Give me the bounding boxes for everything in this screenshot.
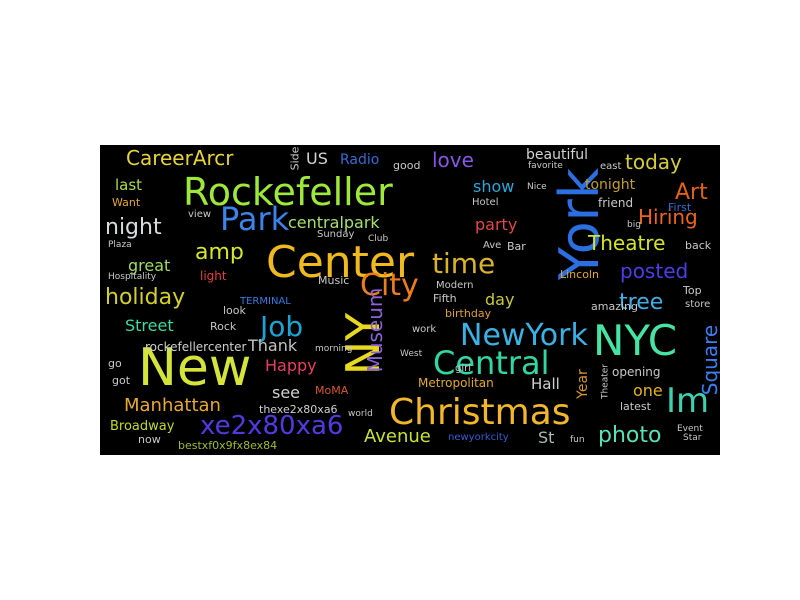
- word-amp: amp: [195, 240, 244, 265]
- word-opening: opening: [612, 365, 661, 379]
- word-birthday: birthday: [445, 307, 492, 320]
- word-event: Event: [677, 424, 703, 434]
- word-club: Club: [368, 234, 389, 244]
- word-rockefellercenter: rockefellercenter: [145, 340, 247, 354]
- word-bar: Bar: [507, 240, 526, 253]
- word-rockefeller: Rockefeller: [183, 170, 393, 214]
- word-thank: Thank: [248, 336, 298, 355]
- word-big: big: [627, 220, 641, 230]
- word-amazing: amazing: [591, 300, 638, 313]
- word-time: time: [432, 247, 496, 280]
- word-thexe2: thexe2x80xa6: [259, 403, 338, 416]
- word-music: Music: [318, 274, 350, 287]
- word-ave: Ave: [483, 240, 502, 251]
- word-hospitality: Hospitality: [108, 272, 157, 282]
- word-good: good: [393, 159, 421, 172]
- word-love: love: [432, 148, 474, 172]
- word-fun: fun: [570, 435, 585, 445]
- word-morning: morning: [315, 344, 353, 354]
- word-tree: tree: [619, 290, 664, 315]
- word-work: work: [412, 324, 437, 335]
- word-manhattan: Manhattan: [124, 395, 221, 416]
- word-one: one: [633, 381, 663, 400]
- word-christmas: Christmas: [389, 392, 571, 433]
- word-plaza: Plaza: [108, 240, 132, 250]
- word-west: West: [400, 349, 423, 359]
- word-posted: posted: [620, 259, 689, 283]
- word-city: City: [360, 268, 419, 303]
- word-star: Star: [683, 433, 702, 443]
- word-art: Art: [675, 180, 708, 205]
- word-got: got: [112, 374, 131, 387]
- word-centralpark: centralpark: [288, 213, 380, 232]
- word-newyorkcity: newyorkcity: [448, 432, 509, 443]
- word-terminal: TERMINAL: [240, 296, 291, 307]
- word-bestxf0: bestxf0x9fx8ex84: [178, 439, 278, 452]
- word-new: New: [138, 338, 252, 398]
- word-metropolitan: Metropolitan: [418, 376, 494, 390]
- word-show: show: [473, 177, 515, 196]
- word-look: look: [223, 304, 246, 317]
- word-want: Want: [112, 196, 141, 209]
- word-nyc: NYC: [593, 316, 678, 365]
- word-fifth: Fifth: [433, 292, 457, 305]
- word-lincoln: Lincoln: [560, 268, 599, 281]
- word-broadway: Broadway: [110, 419, 175, 434]
- word-museum: Museum: [363, 287, 387, 373]
- word-year: Year: [575, 369, 591, 399]
- word-street: Street: [125, 316, 174, 335]
- word-square: Square: [698, 324, 720, 396]
- word-friend: friend: [598, 196, 634, 210]
- word-radio: Radio: [340, 152, 380, 168]
- word-beautiful: beautiful: [526, 147, 589, 163]
- word-night: night: [105, 215, 162, 240]
- word-hotel: Hotel: [472, 197, 499, 208]
- word-avenue: Avenue: [364, 426, 431, 447]
- word-st: St: [538, 428, 555, 447]
- word-nice: Nice: [527, 182, 547, 192]
- word-holiday: holiday: [105, 285, 186, 310]
- word-world: world: [348, 409, 373, 419]
- word-tonight: tonight: [585, 177, 636, 193]
- word-now: now: [138, 433, 161, 446]
- word-first: First: [668, 201, 692, 214]
- word-modern: Modern: [436, 280, 474, 291]
- word-favorite: favorite: [528, 161, 563, 171]
- word-top: Top: [683, 284, 702, 297]
- word-back: back: [685, 239, 712, 252]
- word-last: last: [115, 176, 143, 194]
- word-party: party: [475, 215, 518, 234]
- word-theatre: Theatre: [588, 231, 666, 255]
- word-photo: photo: [598, 423, 662, 448]
- word-see: see: [272, 383, 301, 402]
- word-park: Park: [220, 200, 290, 238]
- word-theater: Theater: [600, 363, 611, 400]
- word-store: store: [685, 299, 711, 310]
- word-xe2x80xa6: xe2x80xa6: [200, 411, 344, 441]
- word-careerarcr: CareerArcr: [126, 146, 234, 170]
- word-hiring: Hiring: [638, 205, 698, 229]
- word-rock: Rock: [210, 320, 237, 333]
- word-girl: girl: [455, 363, 472, 374]
- word-im: Im: [666, 381, 710, 421]
- word-hall: Hall: [531, 375, 560, 393]
- word-happy: Happy: [265, 356, 317, 375]
- word-view: view: [188, 209, 212, 220]
- word-moma: MoMA: [315, 384, 349, 397]
- word-day: day: [485, 290, 515, 309]
- word-job: Job: [260, 310, 304, 343]
- word-today: today: [625, 150, 682, 174]
- word-newyork: NewYork: [460, 318, 588, 353]
- word-light: light: [200, 269, 227, 283]
- word-center: Center: [266, 237, 415, 288]
- word-east: east: [600, 161, 622, 172]
- word-sunday: Sunday: [317, 229, 355, 240]
- word-side: Side: [288, 146, 302, 171]
- word-cloud: New Center York NYC Christmas Rockefelle…: [100, 145, 720, 455]
- word-go: go: [108, 357, 122, 370]
- word-us: US: [306, 149, 328, 168]
- word-central: Central: [433, 344, 550, 382]
- word-great: great: [128, 256, 171, 275]
- word-latest: latest: [620, 400, 651, 413]
